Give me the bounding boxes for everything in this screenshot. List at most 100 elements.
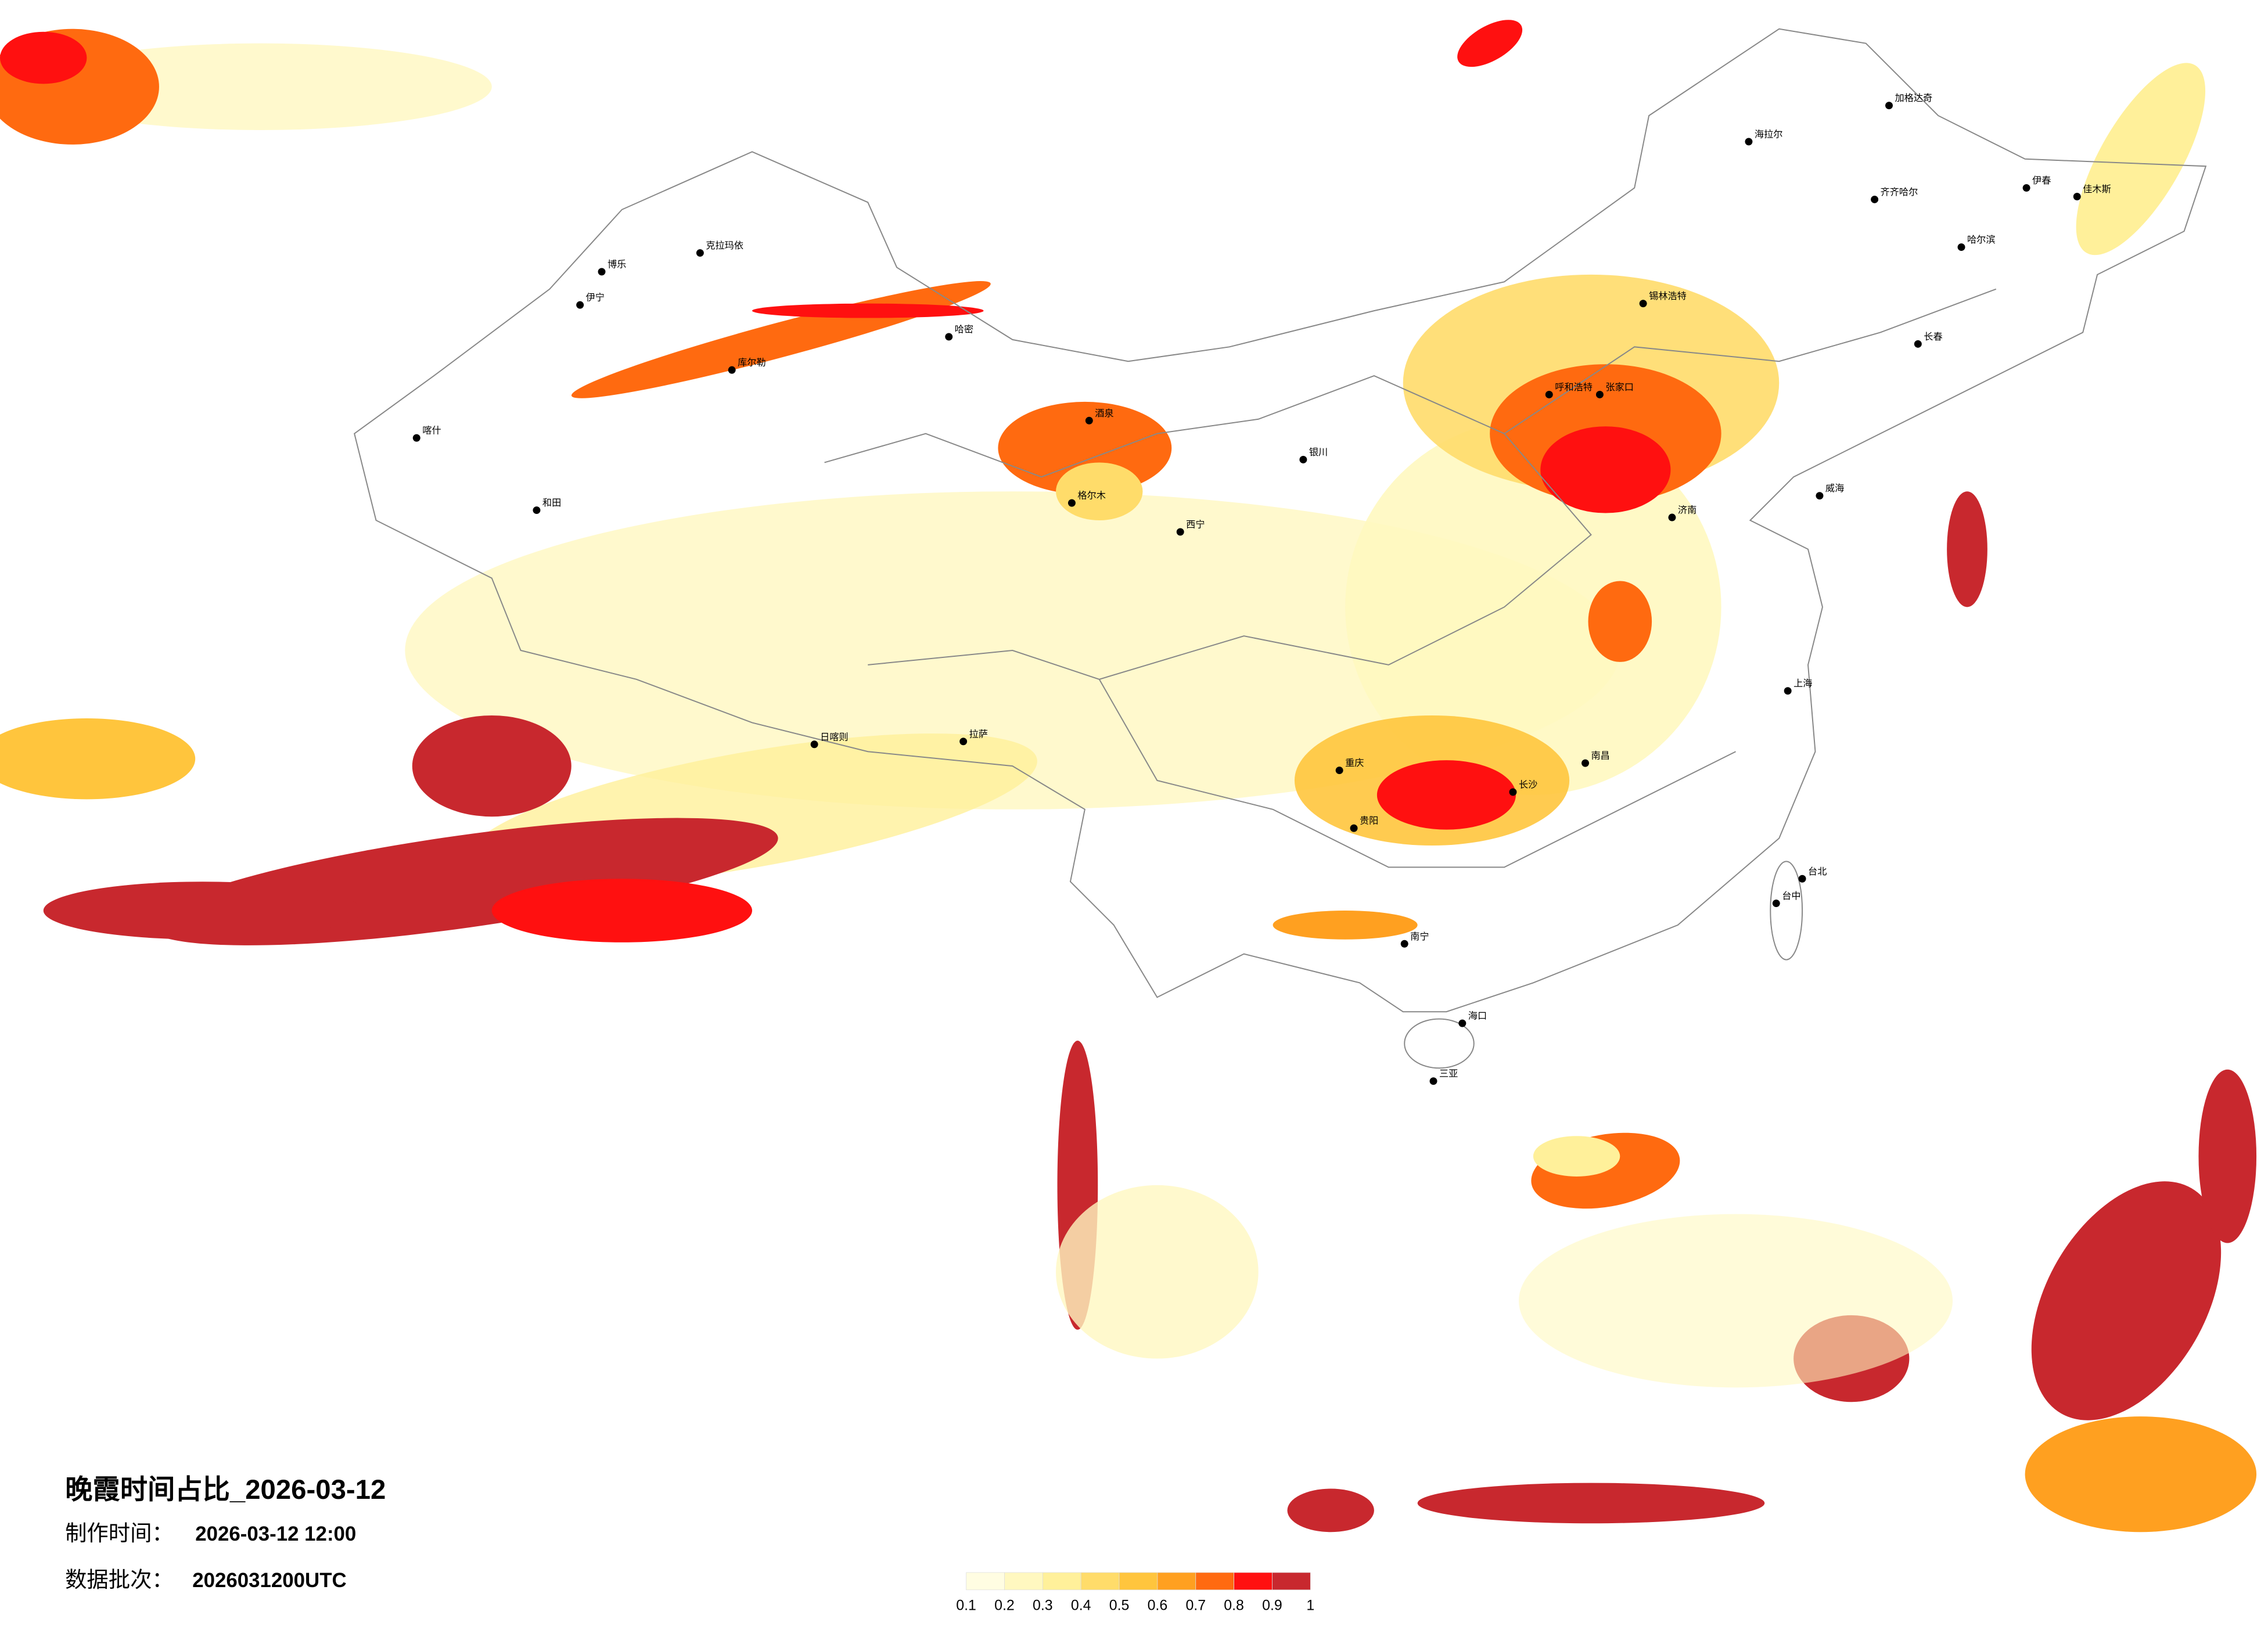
heat-blob [2198,1069,2257,1243]
city-dot [945,333,953,341]
city-dot [1458,1019,1467,1027]
city-label: 加格达奇 [1895,93,1932,103]
city-label: 日喀则 [820,732,849,742]
batch-value: 2026031200UTC [192,1569,346,1592]
colorbar-tick-label: 0.3 [1033,1598,1053,1614]
city-dot [1085,416,1093,425]
colorbar-swatch [1272,1572,1311,1591]
colorbar-tick-label: 0.8 [1224,1598,1244,1614]
city-dot [1350,824,1358,832]
colorbar-tick-label: 0.5 [1109,1598,1130,1614]
province-border [1098,679,1736,868]
colorbar-tick-label: 0.2 [994,1598,1015,1614]
city-dot [1957,243,1965,251]
city-dot [1798,875,1806,883]
city-label: 贵阳 [1360,816,1378,826]
city-dot [533,506,541,515]
city-dot [1176,528,1184,536]
made-value: 2026-03-12 12:00 [195,1523,356,1545]
city-dot [1668,513,1676,521]
heat-blob [1376,760,1516,830]
heat-blob [1056,462,1143,520]
city-dot [2073,193,2081,200]
city-dot [1871,195,1879,203]
city-label: 喀什 [422,426,441,436]
city-label: 酒泉 [1095,408,1113,419]
country-outline [354,28,2207,1013]
city-label: 济南 [1678,505,1696,516]
heat-blob [412,715,572,817]
city-label: 哈尔滨 [1967,235,1996,245]
heat-blob [1287,1488,1374,1533]
heat-blob [1518,1214,1953,1388]
city-dot [1914,340,1922,348]
colorbar-tick-label: 0.7 [1185,1598,1206,1614]
heat-blob [1345,419,1721,795]
city-label: 银川 [1309,447,1328,458]
heat-layer [0,20,2257,1533]
heat-blob [491,879,753,942]
city-dot [1299,455,1307,463]
city-label: 伊春 [2032,175,2051,186]
heat-blob [1273,911,1418,940]
city-dot [2022,184,2030,192]
city-dot [1067,499,1076,507]
city-dot [576,301,584,309]
heat-blob [1588,581,1652,662]
island-outline [1770,861,1803,961]
city-label: 哈密 [955,324,973,334]
city-label: 三亚 [1439,1069,1458,1079]
city-label: 威海 [1825,483,1844,494]
heat-blob [1417,1483,1765,1524]
heat-blob [0,31,87,84]
city-dot [1429,1077,1437,1085]
borders [354,28,2207,1069]
city-label: 重庆 [1345,758,1364,768]
heat-blob [2076,63,2206,256]
heat-blob [1540,426,1671,513]
made-label: 制作时间： [65,1521,174,1545]
city-label: 南宁 [1410,931,1429,942]
colorbar-swatch [1234,1572,1273,1591]
island-outline [1404,1018,1475,1069]
colorbar-swatch [1119,1572,1158,1591]
city-label: 海口 [1468,1011,1487,1021]
city-dot [1745,138,1753,146]
province-border [824,375,1592,680]
city-dot [1772,900,1780,908]
colorbar-swatch [1080,1572,1120,1591]
city-label: 长沙 [1519,779,1537,790]
colorbar-swatch [1042,1572,1081,1591]
city-label: 呼和浩特 [1555,382,1593,393]
city-dot [1335,767,1343,775]
heat-blob [43,882,362,940]
city-dot [696,249,704,257]
heat-blob [1056,1185,1259,1359]
batch-label: 数据批次： [65,1567,174,1592]
city-label: 和田 [542,498,561,508]
city-label: 伊宁 [586,293,605,303]
city-dot [1595,390,1604,398]
city-dot [1400,940,1408,948]
city-dot [1784,687,1792,695]
city-label: 齐齐哈尔 [1881,187,1918,197]
city-label: 西宁 [1186,519,1205,530]
heat-blob [752,303,984,318]
heat-blob [2025,1416,2257,1533]
colorbar-swatch [1004,1572,1043,1591]
map-title: 晚霞时间占比_2026-03-12 [65,1474,386,1505]
colorbar-tick-label: 0.6 [1148,1598,1168,1614]
city-label: 拉萨 [969,729,988,739]
city-label: 锡林浩特 [1649,291,1687,301]
city-dot [1816,492,1824,500]
colorbar-tick-label: 1 [1306,1598,1314,1614]
colorbar-swatch [1195,1572,1234,1591]
city-dot [1545,390,1553,398]
city-label: 长春 [1924,332,1942,342]
colorbar-swatch [1157,1572,1196,1591]
city-label: 上海 [1793,678,1812,689]
